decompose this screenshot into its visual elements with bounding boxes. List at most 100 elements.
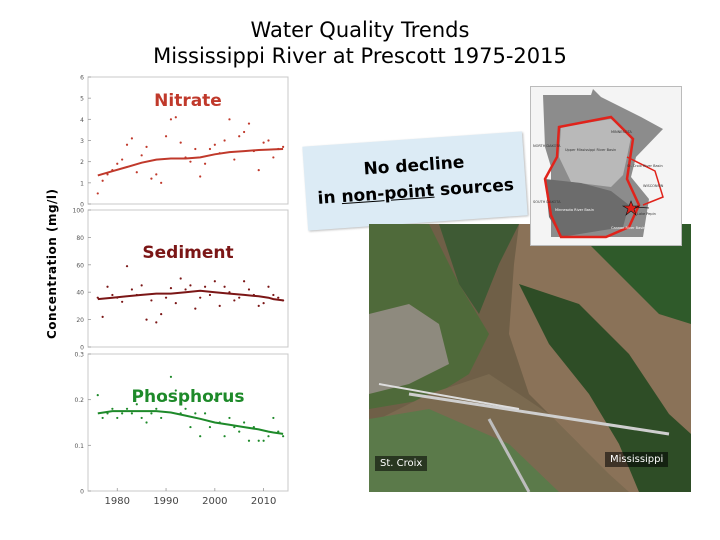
- data-point-sediment: [140, 284, 143, 287]
- y-tick-label: 5: [80, 96, 84, 103]
- chart-frame-nitrate: [87, 76, 289, 205]
- data-point-sediment: [125, 265, 129, 268]
- callout-box: No decline in non-point sources: [302, 131, 528, 231]
- y-tick-label: 3: [80, 138, 84, 145]
- map-label-minnesota: MINNESOTA: [611, 130, 632, 134]
- data-point-nitrate: [199, 175, 202, 178]
- map-label-cannon-basin: Cannon River Basin: [611, 226, 645, 230]
- aerial-photo-image: [369, 224, 691, 492]
- data-point-phosphorus: [155, 407, 158, 410]
- data-point-phosphorus: [135, 403, 138, 406]
- data-point-sediment: [199, 296, 202, 299]
- data-point-phosphorus: [282, 435, 285, 438]
- data-point-sediment: [203, 285, 207, 288]
- y-tick-label: 0: [80, 345, 84, 352]
- data-point-nitrate: [262, 141, 265, 144]
- data-point-phosphorus: [125, 407, 129, 410]
- data-point-sediment: [247, 288, 251, 291]
- data-point-nitrate: [125, 143, 129, 146]
- data-point-phosphorus: [257, 439, 260, 442]
- data-point-phosphorus: [208, 425, 212, 429]
- data-point-sediment: [169, 286, 173, 290]
- minnesota-map-image: MINNESOTA NORTH DAKOTA Upper Mississippi…: [531, 87, 681, 245]
- data-point-nitrate: [169, 118, 173, 121]
- map-label-wisconsin: WISCONSIN: [643, 184, 664, 188]
- chart-frame-phosphorus: [87, 353, 289, 492]
- data-point-phosphorus: [242, 421, 246, 424]
- y-tick-label: 0: [80, 202, 84, 209]
- map-label-upper-mississippi: Upper Mississippi River Basin: [565, 148, 616, 152]
- photo-label-mississippi: Mississippi: [605, 452, 669, 467]
- y-tick-label: 2: [80, 159, 84, 166]
- y-tick-label: 1: [80, 180, 84, 187]
- data-point-nitrate: [272, 156, 275, 159]
- data-point-phosphorus: [267, 435, 270, 438]
- y-tick-label: 60: [76, 262, 84, 269]
- data-point-sediment: [155, 321, 158, 324]
- data-point-nitrate: [96, 192, 99, 195]
- data-point-nitrate: [150, 177, 153, 180]
- data-point-nitrate: [145, 145, 148, 148]
- data-point-nitrate: [160, 181, 163, 184]
- data-point-phosphorus: [238, 430, 241, 433]
- data-point-nitrate: [174, 116, 177, 119]
- x-tick-label: 2010: [251, 496, 276, 507]
- chart-frame-sediment: [87, 209, 289, 348]
- data-point-nitrate: [267, 139, 270, 142]
- data-point-sediment: [238, 296, 241, 299]
- data-point-sediment: [257, 304, 260, 307]
- data-point-phosphorus: [101, 416, 104, 420]
- data-point-phosphorus: [164, 398, 168, 401]
- data-point-sediment: [184, 288, 187, 291]
- data-point-sediment: [267, 285, 270, 288]
- data-point-nitrate: [242, 130, 246, 134]
- x-tick-label: 1990: [153, 496, 178, 507]
- data-point-sediment: [194, 307, 197, 310]
- data-point-phosphorus: [111, 407, 114, 410]
- y-tick-label: 4: [80, 117, 84, 124]
- data-point-nitrate: [179, 141, 182, 144]
- data-point-phosphorus: [121, 412, 124, 415]
- data-point-nitrate: [106, 173, 109, 176]
- data-point-sediment: [179, 277, 182, 280]
- data-point-phosphorus: [199, 435, 202, 438]
- y-tick-label: 0: [80, 489, 84, 496]
- data-point-sediment: [189, 284, 192, 287]
- data-point-phosphorus: [150, 412, 153, 415]
- data-point-nitrate: [238, 135, 241, 138]
- data-point-sediment: [101, 315, 104, 318]
- data-point-nitrate: [282, 145, 285, 148]
- callout-underlined: non-point: [340, 180, 435, 208]
- map-label-lake-pepin: Lake Pepin: [637, 212, 656, 216]
- data-point-phosphorus: [116, 416, 119, 420]
- data-point-nitrate: [194, 147, 197, 151]
- chart-title-phosphorus: Phosphorus: [132, 387, 245, 407]
- data-point-phosphorus: [213, 398, 216, 401]
- data-point-nitrate: [121, 158, 124, 161]
- data-point-nitrate: [233, 158, 236, 161]
- data-point-sediment: [174, 302, 177, 305]
- data-point-nitrate: [130, 137, 134, 140]
- data-point-sediment: [213, 280, 216, 283]
- y-tick-label: 6: [80, 75, 84, 82]
- data-point-sediment: [164, 296, 168, 299]
- callout-prefix: in: [316, 187, 343, 209]
- y-tick-label: 0.1: [74, 443, 84, 450]
- x-tick-label: 1980: [105, 496, 130, 507]
- minnesota-basin-map: MINNESOTA NORTH DAKOTA Upper Mississippi…: [530, 86, 682, 246]
- data-point-phosphorus: [145, 421, 148, 424]
- trend-line-phosphorus: [97, 410, 284, 435]
- data-point-phosphorus: [174, 389, 177, 392]
- photo-label-st-croix: St. Croix: [375, 456, 428, 471]
- data-point-sediment: [150, 299, 153, 302]
- data-point-sediment: [160, 313, 163, 316]
- data-point-nitrate: [228, 118, 231, 121]
- y-tick-label: 100: [73, 208, 85, 215]
- data-point-phosphorus: [228, 416, 231, 420]
- star-icon: [621, 200, 641, 216]
- data-point-phosphorus: [272, 416, 275, 420]
- y-tick-label: 40: [76, 290, 84, 297]
- data-point-nitrate: [164, 135, 168, 138]
- x-tick-label: 2000: [202, 496, 227, 507]
- title-line-2: Mississippi River at Prescott 1975-2015: [153, 44, 567, 68]
